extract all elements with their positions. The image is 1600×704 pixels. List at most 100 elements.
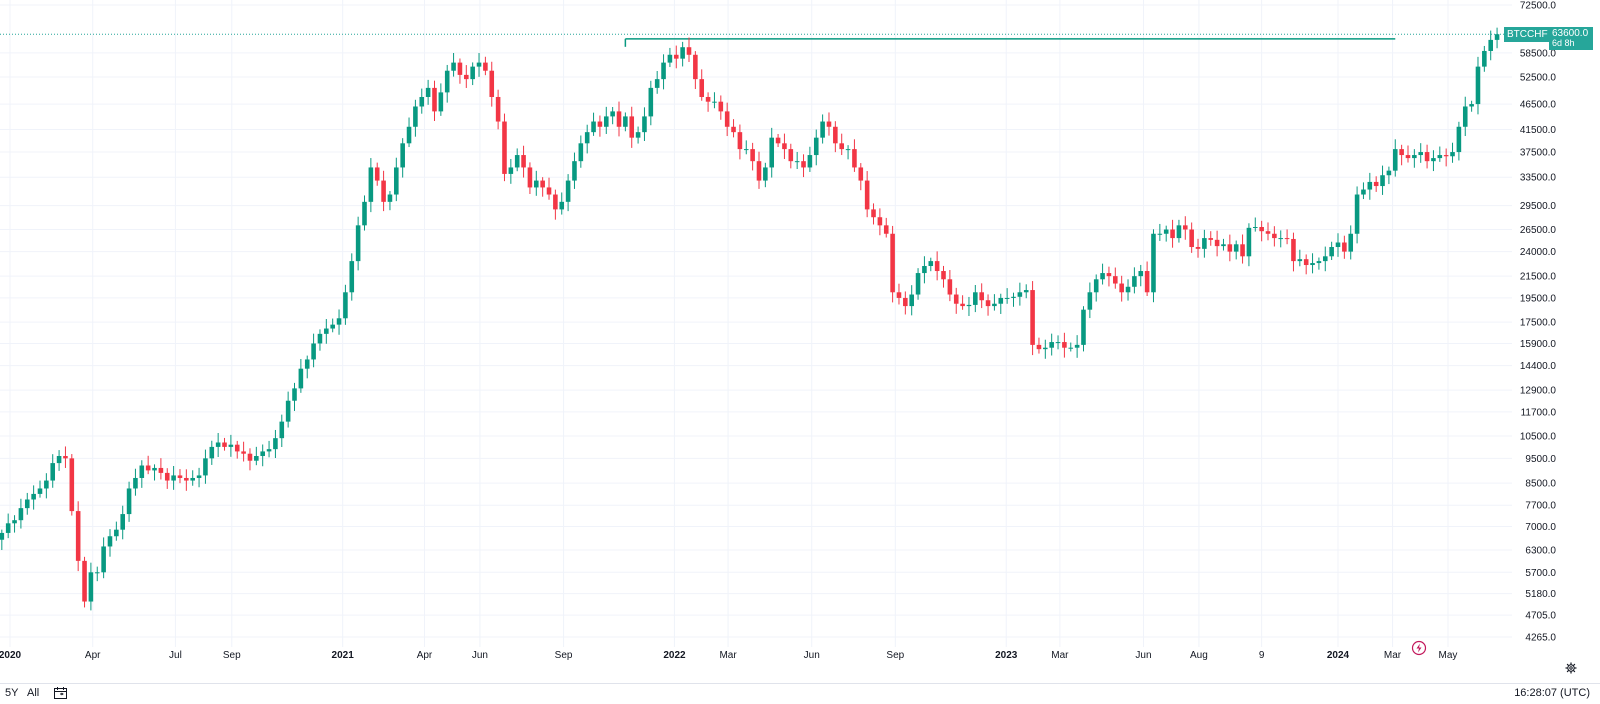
candle-body [877,217,883,226]
candle-body [1202,238,1207,249]
y-tick-label: 41500.0 [1520,125,1557,136]
candle-body [1030,290,1035,345]
x-tick-label: 9 [1259,650,1265,661]
candle-body [1093,279,1099,293]
candle-body [190,477,195,481]
price-axis[interactable]: 72500.0 58500.0 52500.0 46500.0 41500.0 37500… [1520,1,1557,644]
candle-body [317,333,323,344]
candle-body [1163,229,1169,234]
candle-body [1494,34,1500,40]
candle-body [801,161,806,168]
candle-body [50,463,56,481]
candle-body [1303,259,1309,266]
candle-body [209,446,215,459]
candle-body [903,297,908,307]
candle-body [1157,233,1163,235]
candle-body [1176,225,1182,239]
candle-body [304,359,310,369]
y-tick-label: 17500.0 [1520,318,1557,329]
candle-body [788,149,794,162]
candle-body [616,111,622,127]
candle-body [171,475,176,481]
candle-body [973,292,978,305]
candle-body [1297,259,1303,262]
range-all-button[interactable]: All [27,687,40,699]
candle-body [1272,233,1277,239]
candle-body [158,467,164,473]
candle-body [1043,347,1048,350]
candle-body [1068,347,1074,349]
symbol-label: BTCCHF [1504,27,1551,42]
candle-body [362,201,367,226]
candle-body [18,508,24,521]
candle-body [1049,342,1054,348]
candle-body [285,400,291,422]
time-axis[interactable]: 2020 Apr Jul Sep 2021 Apr Jun Sep 2022 Mar Jun Sep 2… [0,650,1457,661]
candle-body [139,465,145,478]
candle-body [1259,226,1264,232]
candle-body [476,62,482,67]
candle-body [1450,152,1455,157]
candle-body [953,294,959,304]
bar-countdown-label: 6d 8h [1549,38,1593,50]
candle-body [1335,242,1341,248]
candle-body [279,421,285,439]
candle-body [845,149,851,151]
calendar-icon[interactable] [54,687,67,699]
candle-body [718,101,724,112]
x-tick-label: Jun [804,650,820,661]
y-tick-label: 19500.0 [1520,293,1557,304]
candle-body [1399,149,1404,156]
price-chart[interactable]: 72500.0 58500.0 52500.0 46500.0 41500.0 37500… [0,0,1600,683]
candle-body [623,116,628,127]
y-tick-label: 6300.0 [1525,545,1556,556]
y-tick-label: 7700.0 [1525,501,1556,512]
candle-body [1221,244,1226,247]
candlesticks [0,27,1500,611]
candle-body [966,304,972,307]
gear-icon[interactable] [1565,662,1577,674]
range-5y-button[interactable]: 5Y [5,687,19,699]
candle-body [826,121,832,127]
candle-body [979,292,984,301]
x-tick-label: Sep [886,650,904,661]
candle-body [839,143,844,150]
flash-icon[interactable] [1411,640,1427,656]
y-tick-label: 37500.0 [1520,148,1557,159]
candle-body [37,488,43,494]
candle-body [1310,263,1315,266]
candle-body [909,294,914,307]
candle-body [782,143,787,150]
candle-body [686,47,692,55]
candle-body [1183,225,1188,230]
y-tick-label: 15900.0 [1520,339,1557,350]
candle-body [1373,181,1379,187]
candle-body [495,96,501,122]
candle-body [1284,238,1290,240]
x-tick-label: Mar [1384,650,1402,661]
candle-body [960,303,965,307]
candle-body [425,87,431,97]
candle-body [871,209,876,218]
candle-body [603,116,609,127]
candle-body [527,167,533,188]
candle-body [1113,276,1118,284]
candle-body [546,187,552,195]
candle-body [120,514,126,530]
candle-body [145,465,151,471]
candle-body [1011,296,1016,298]
candle-body [1151,233,1156,293]
candle-body [381,180,386,202]
candle-body [349,261,355,293]
candle-body [654,79,660,88]
candle-body [514,155,520,168]
candle-body [1062,342,1067,348]
candle-body [890,233,895,293]
candle-body [756,161,762,181]
candle-body [126,488,132,515]
y-tick-label: 52500.0 [1520,73,1557,84]
candle-body [578,143,584,162]
candle-body [572,161,577,181]
candle-body [368,167,374,202]
candle-body [1329,247,1334,257]
